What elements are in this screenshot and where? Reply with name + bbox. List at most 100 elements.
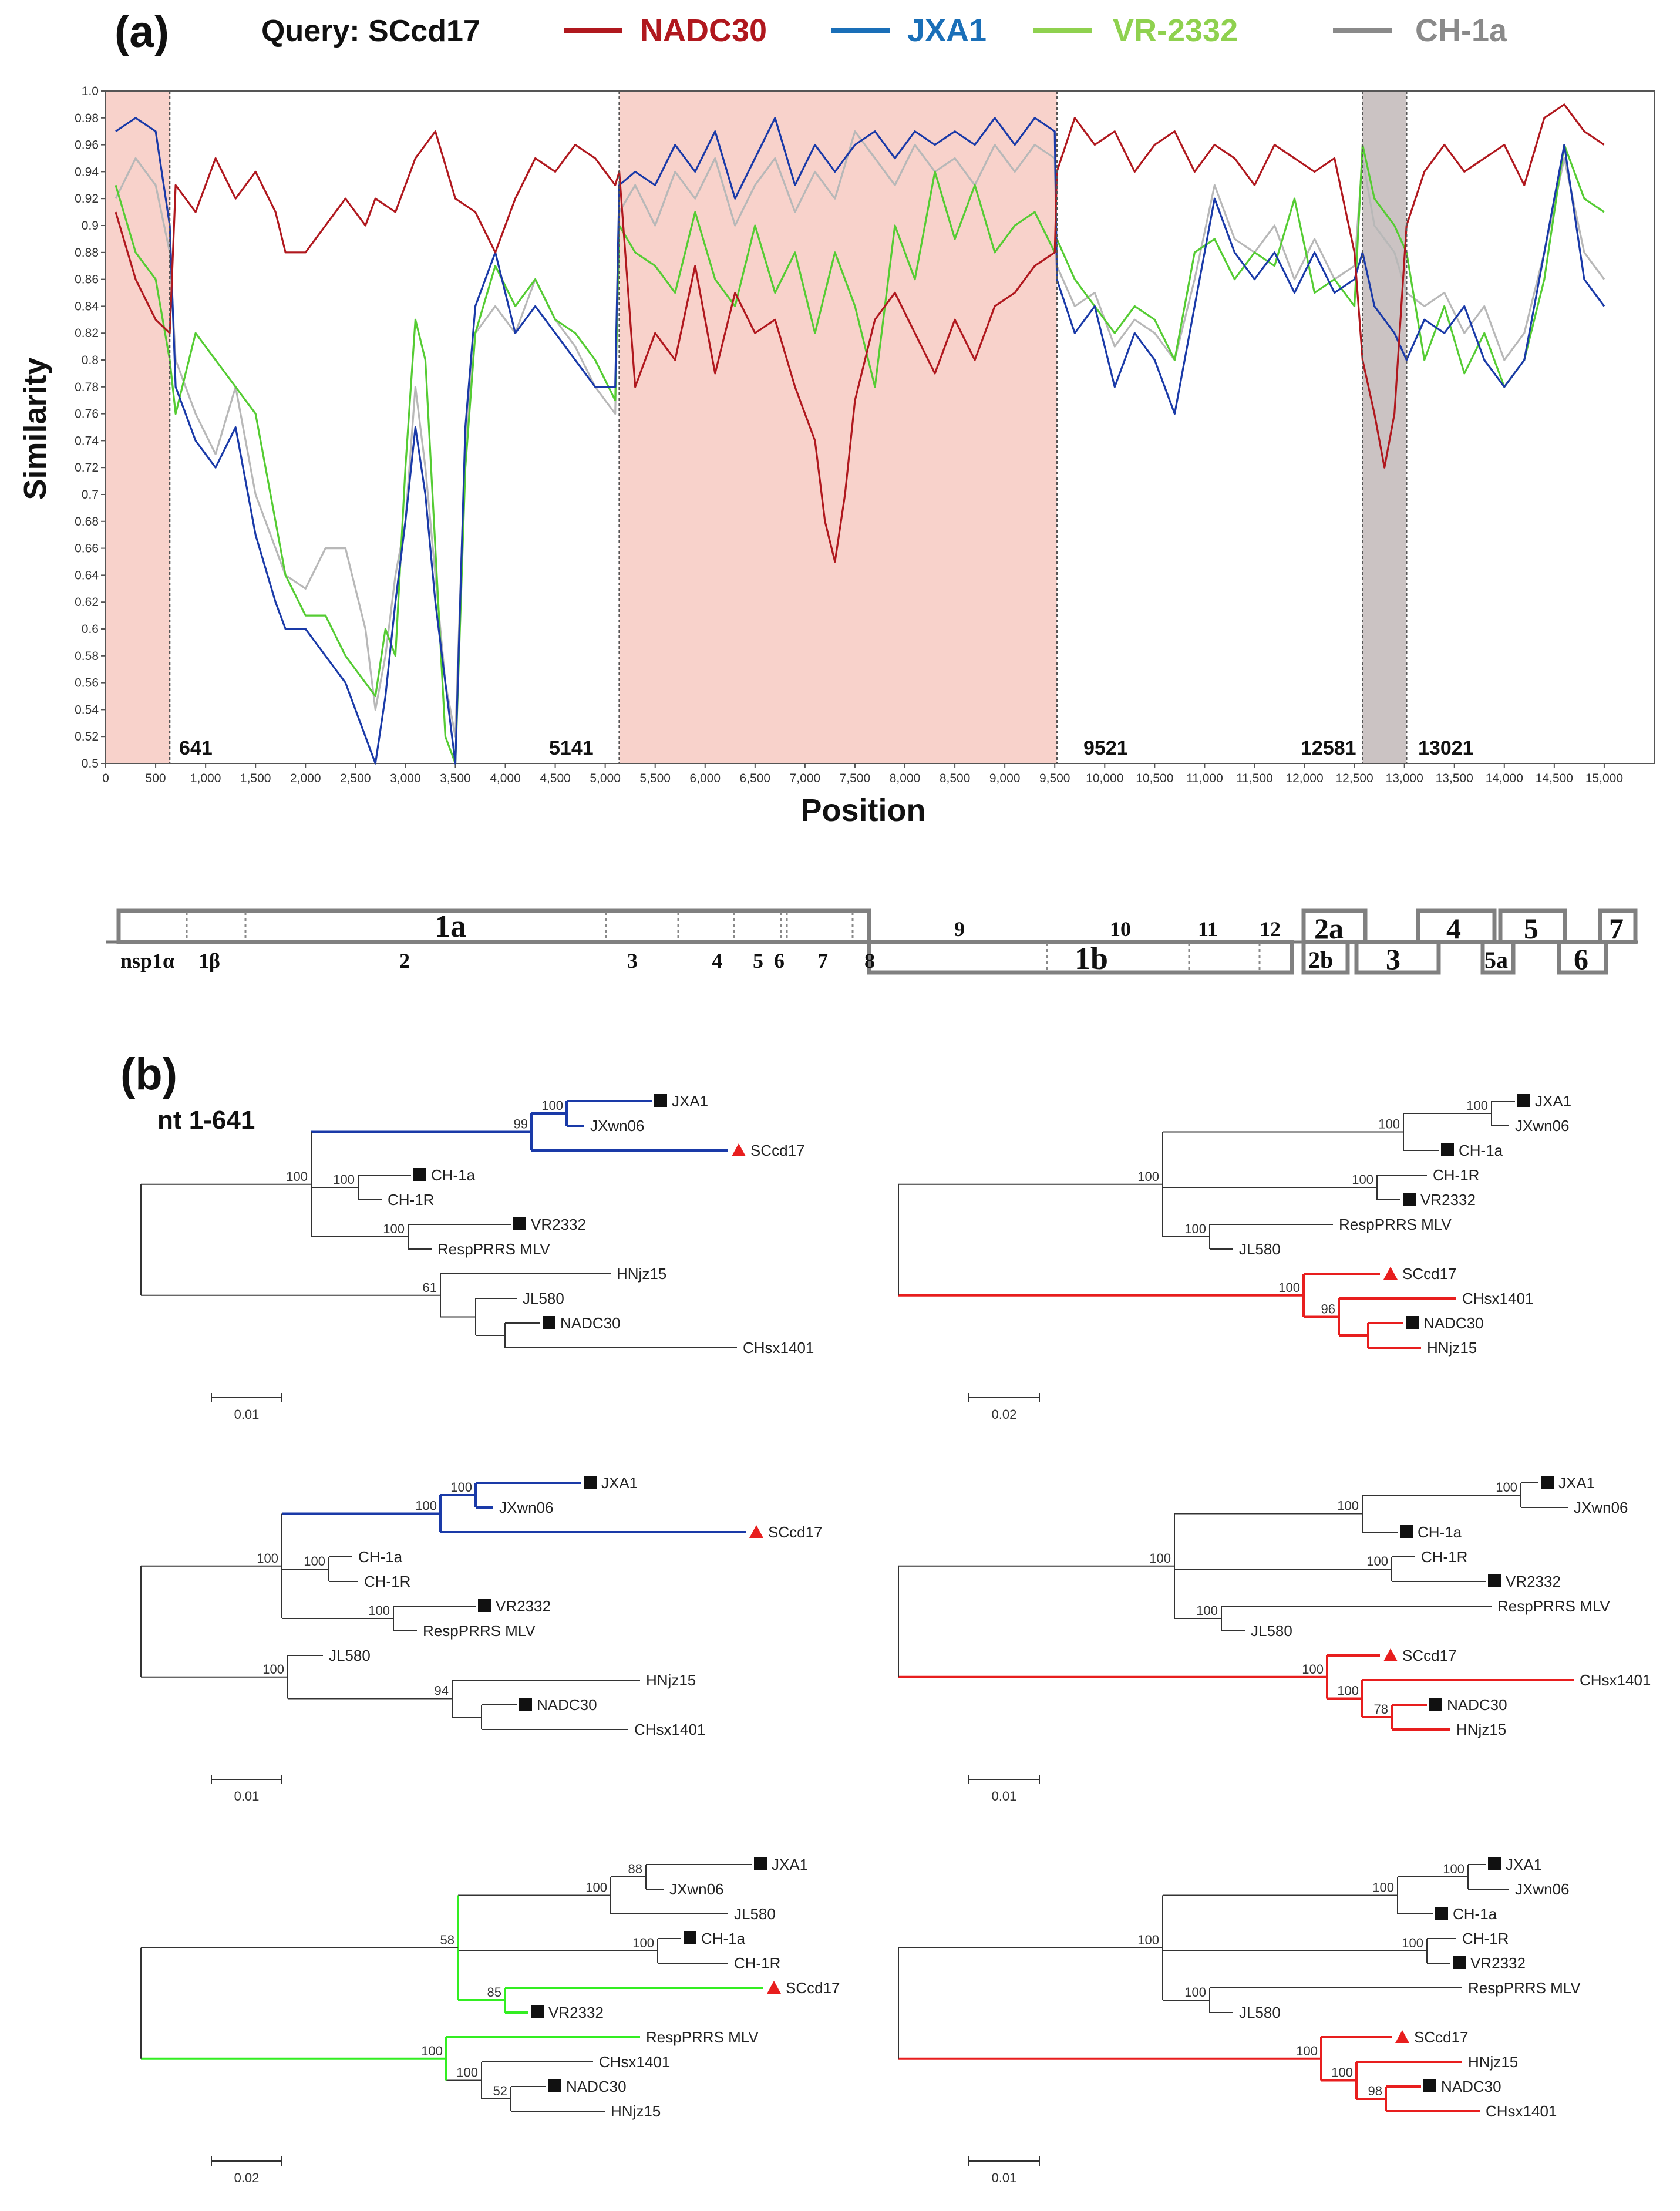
x-tick-label: 10,000 (1086, 772, 1123, 785)
tip-label: JXwn06 (1515, 1880, 1570, 1898)
bootstrap-label: 100 (1137, 1169, 1159, 1184)
orf-label-7: 7 (1609, 912, 1624, 945)
tree-2-graph: JXA1 JXwn06 CH-1a CH-1R VR2332 RespPRRS MLV JL… (898, 1092, 1571, 1422)
reference-marker (1429, 1698, 1442, 1711)
bootstrap-label: 100 (1366, 1554, 1388, 1569)
nsp-label-1alpha: nsp1α (120, 949, 174, 972)
reference-marker (1488, 1857, 1501, 1870)
y-tick-label: 0.56 (75, 677, 99, 690)
tree-6-graph: JXA1 JXwn06 CH-1a CH-1R VR2332 RespPRRS MLV JL… (898, 1856, 1581, 2185)
scale-label: 0.01 (234, 1789, 260, 1803)
tip-label: VR2332 (531, 1216, 586, 1233)
bootstrap-label: 99 (514, 1117, 528, 1132)
tip-label: RespPRRS MLV (1339, 1216, 1452, 1233)
tip-label: JXA1 (772, 1856, 808, 1873)
tip-label: NADC30 (537, 1696, 597, 1714)
orf-5a-box (1480, 940, 1516, 975)
reference-marker (548, 2079, 561, 2092)
tip-label: CH-1R (388, 1191, 434, 1209)
nsp-label-6: 6 (774, 949, 785, 972)
tip-label: VR2332 (1506, 1573, 1561, 1590)
query-marker (1383, 1267, 1398, 1280)
tip-label: JXwn06 (590, 1117, 645, 1135)
scale-bar (968, 2156, 1040, 2166)
bootstrap-label: 100 (1337, 1499, 1359, 1513)
tip-label: NADC30 (1423, 1314, 1484, 1332)
tip-label: CH-1a (431, 1166, 476, 1184)
tip-label: CH-1R (1433, 1166, 1479, 1184)
reference-marker (413, 1168, 426, 1181)
genome-map (106, 908, 1638, 975)
reference-marker (531, 2005, 544, 2018)
reference-marker (1406, 1316, 1419, 1329)
bootstrap-label: 100 (1402, 1936, 1423, 1950)
bootstrap-label: 96 (1321, 1302, 1335, 1317)
x-tick-label: 10,500 (1136, 772, 1173, 785)
bootstrap-label: 100 (1331, 2065, 1353, 2080)
tip-label: CHsx1401 (599, 2053, 670, 2071)
tip-label: HNjz15 (1468, 2053, 1518, 2071)
tip-label: HNjz15 (617, 1265, 666, 1283)
panel-a-label: (a) (115, 7, 169, 57)
reference-marker (1541, 1476, 1554, 1489)
tip-label: SCcd17 (786, 1979, 840, 1997)
breakpoint-label-13021: 13021 (1418, 737, 1474, 759)
reference-marker (513, 1217, 526, 1230)
orf-label-5a: 5a (1484, 947, 1508, 973)
orf-label-4: 4 (1446, 912, 1461, 945)
bootstrap-label: 100 (1137, 1933, 1159, 1947)
reference-marker (754, 1857, 767, 1870)
y-tick-label: 0.8 (82, 354, 99, 367)
tip-label: RespPRRS MLV (646, 2028, 759, 2046)
nsp-label-11: 11 (1198, 917, 1218, 941)
x-tick-label: 8,000 (890, 772, 921, 785)
bootstrap-label: 100 (1352, 1172, 1373, 1187)
tip-label: SCcd17 (750, 1142, 805, 1159)
tip-label: SCcd17 (1414, 2028, 1469, 2046)
tip-label: CHsx1401 (1580, 1671, 1651, 1689)
bootstrap-label: 98 (1368, 2084, 1382, 2098)
bootstrap-label: 100 (1184, 1221, 1206, 1236)
nsp-label-4: 4 (712, 949, 722, 972)
tip-label: SCcd17 (768, 1523, 823, 1541)
tip-label: CH-1a (1418, 1523, 1462, 1541)
reference-marker (543, 1316, 555, 1329)
nsp-label-10: 10 (1110, 917, 1131, 941)
reference-marker (1517, 1094, 1530, 1107)
scale-label: 0.01 (234, 1407, 260, 1422)
bootstrap-label: 100 (421, 2044, 443, 2058)
reference-marker (684, 1931, 696, 1944)
scale-label: 0.02 (992, 1407, 1017, 1422)
tip-label: HNjz15 (1427, 1339, 1477, 1357)
query-marker (732, 1143, 746, 1156)
bootstrap-label: 100 (286, 1169, 308, 1184)
y-tick-label: 0.82 (75, 327, 99, 340)
bootstrap-label: 100 (632, 1936, 654, 1950)
tip-label: CH-1R (734, 1954, 780, 1972)
tip-label: JL580 (734, 1905, 776, 1923)
similarity-plot: 0.5 0.52 0.54 0.56 0.58 0.6 0.62 0.64 0.66 0.68 0.… (75, 85, 1655, 785)
reference-marker (1435, 1907, 1448, 1920)
nsp-label-8: 8 (864, 949, 875, 972)
bootstrap-label: 100 (1149, 1551, 1171, 1566)
tip-label: RespPRRS MLV (423, 1622, 536, 1640)
bootstrap-label: 100 (262, 1662, 284, 1677)
tip-label: JL580 (523, 1290, 564, 1307)
x-tick-label: 500 (146, 772, 166, 785)
tip-label: NADC30 (1447, 1696, 1507, 1714)
breakpoint-label-5141: 5141 (549, 737, 594, 759)
x-tick-label: 0 (102, 772, 109, 785)
bootstrap-label: 100 (456, 2065, 478, 2080)
x-tick-label: 6,000 (689, 772, 721, 785)
breakpoint-label-9521: 9521 (1083, 737, 1128, 759)
reference-marker (1441, 1143, 1454, 1156)
x-axis-title: Position (801, 793, 926, 828)
bootstrap-label: 78 (1374, 1702, 1388, 1717)
orf-label-2b: 2b (1308, 947, 1333, 973)
reference-marker (654, 1094, 667, 1107)
legend-label-nadc30: NADC30 (640, 13, 767, 48)
bootstrap-label: 85 (487, 1985, 501, 2000)
tip-label: VR2332 (1470, 1954, 1526, 1972)
tip-label: VR2332 (496, 1597, 551, 1615)
orf-2b-box (1301, 940, 1350, 975)
